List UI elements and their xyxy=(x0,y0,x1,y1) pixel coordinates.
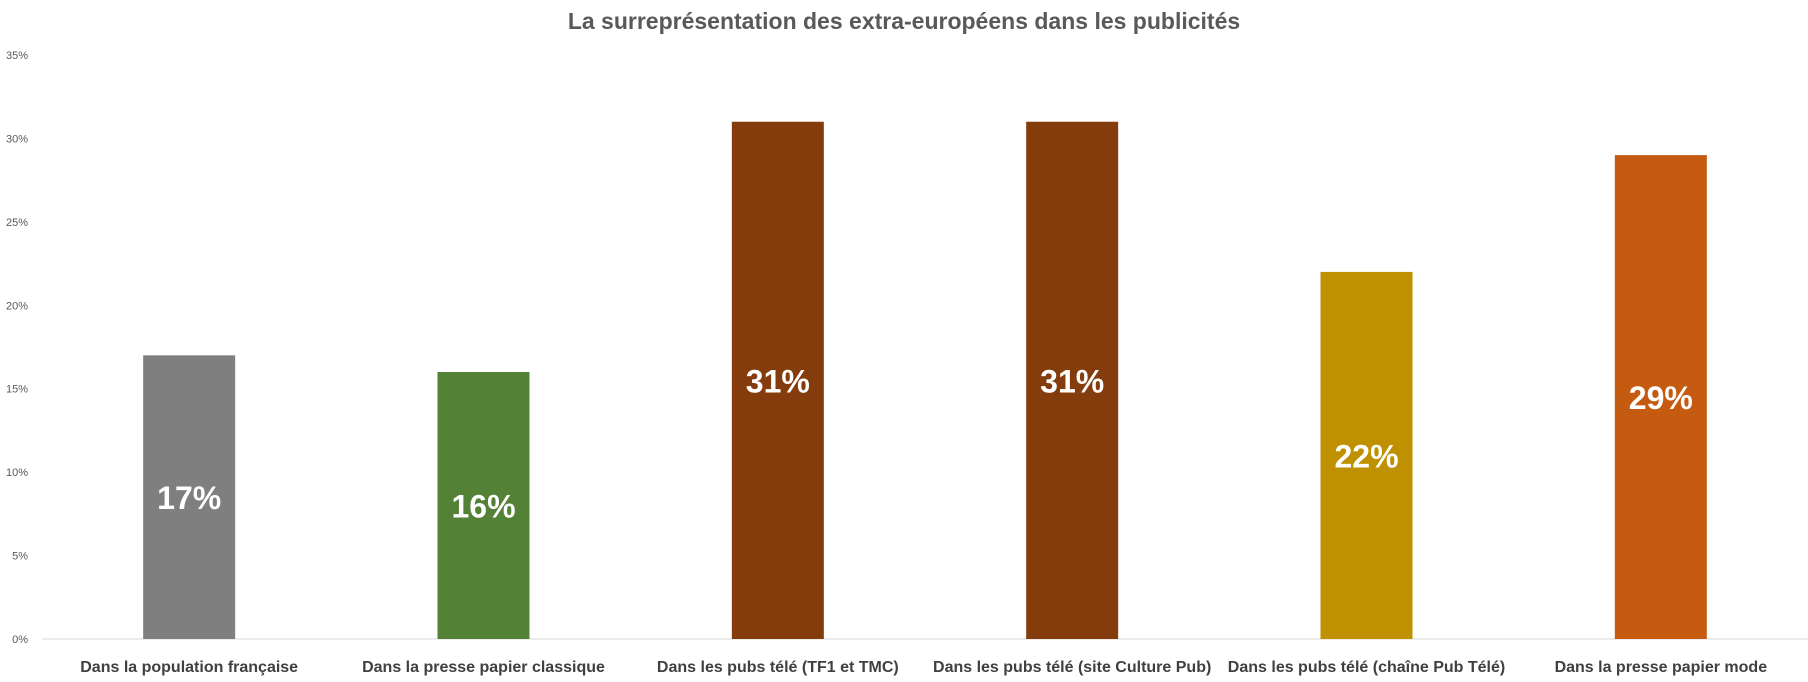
bar xyxy=(1026,121,1119,639)
y-tick-label: 20% xyxy=(6,300,28,312)
bar xyxy=(1320,271,1413,639)
x-axis: Dans la population française Dans la pres… xyxy=(80,659,1767,676)
y-tick-label: 5% xyxy=(12,551,28,563)
bar-data-label: 31% xyxy=(746,363,810,399)
bar xyxy=(143,355,236,639)
bar-data-label: 31% xyxy=(1040,363,1104,399)
y-tick-label: 25% xyxy=(6,217,28,229)
bar-data-label: 29% xyxy=(1629,380,1693,416)
y-tick-label: 15% xyxy=(6,384,28,396)
bar xyxy=(731,121,824,639)
y-axis: 0% 5% 10% 15% 20% 25% 30% 35% xyxy=(6,50,1808,646)
y-tick-label: 10% xyxy=(6,467,28,479)
x-tick-label: Dans les pubs télé (TF1 et TMC) xyxy=(657,659,899,676)
bars: 17% 16% 31% 31% 22% 29% xyxy=(143,121,1707,639)
bar-data-label: 16% xyxy=(451,489,515,525)
y-tick-label: 0% xyxy=(12,634,28,646)
x-tick-label: Dans les pubs télé (site Culture Pub) xyxy=(933,659,1211,676)
x-tick-label: Dans la presse papier mode xyxy=(1555,659,1768,676)
y-tick-label: 35% xyxy=(6,50,28,62)
bar xyxy=(1614,155,1707,639)
bar xyxy=(437,372,530,639)
bar-data-label: 17% xyxy=(157,480,221,516)
y-tick-label: 30% xyxy=(6,133,28,145)
x-tick-label: Dans les pubs télé (chaîne Pub Télé) xyxy=(1228,659,1505,676)
bar-data-label: 22% xyxy=(1334,438,1398,474)
chart-title: La surreprésentation des extra-européens… xyxy=(567,8,1241,34)
x-tick-label: Dans la presse papier classique xyxy=(362,659,605,676)
x-tick-label: Dans la population française xyxy=(80,659,298,676)
